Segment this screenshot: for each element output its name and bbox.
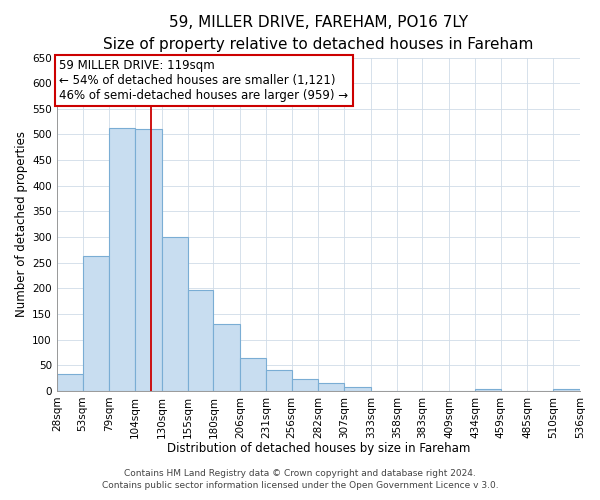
Bar <box>266 370 292 391</box>
Bar <box>214 324 240 391</box>
Y-axis label: Number of detached properties: Number of detached properties <box>15 131 28 317</box>
Bar <box>240 358 266 391</box>
Bar <box>83 256 109 391</box>
Text: 59 MILLER DRIVE: 119sqm
← 54% of detached houses are smaller (1,121)
46% of semi: 59 MILLER DRIVE: 119sqm ← 54% of detache… <box>59 59 349 102</box>
Bar <box>319 383 344 391</box>
Bar <box>162 237 188 391</box>
Bar <box>188 290 214 391</box>
Text: Contains HM Land Registry data © Crown copyright and database right 2024.
Contai: Contains HM Land Registry data © Crown c… <box>101 468 499 490</box>
Bar <box>109 128 135 391</box>
X-axis label: Distribution of detached houses by size in Fareham: Distribution of detached houses by size … <box>167 442 470 455</box>
Bar <box>475 390 500 391</box>
Title: 59, MILLER DRIVE, FAREHAM, PO16 7LY
Size of property relative to detached houses: 59, MILLER DRIVE, FAREHAM, PO16 7LY Size… <box>103 15 533 52</box>
Bar <box>292 378 319 391</box>
Bar <box>135 130 162 391</box>
Bar <box>553 390 580 391</box>
Bar <box>344 386 371 391</box>
Bar <box>57 374 83 391</box>
